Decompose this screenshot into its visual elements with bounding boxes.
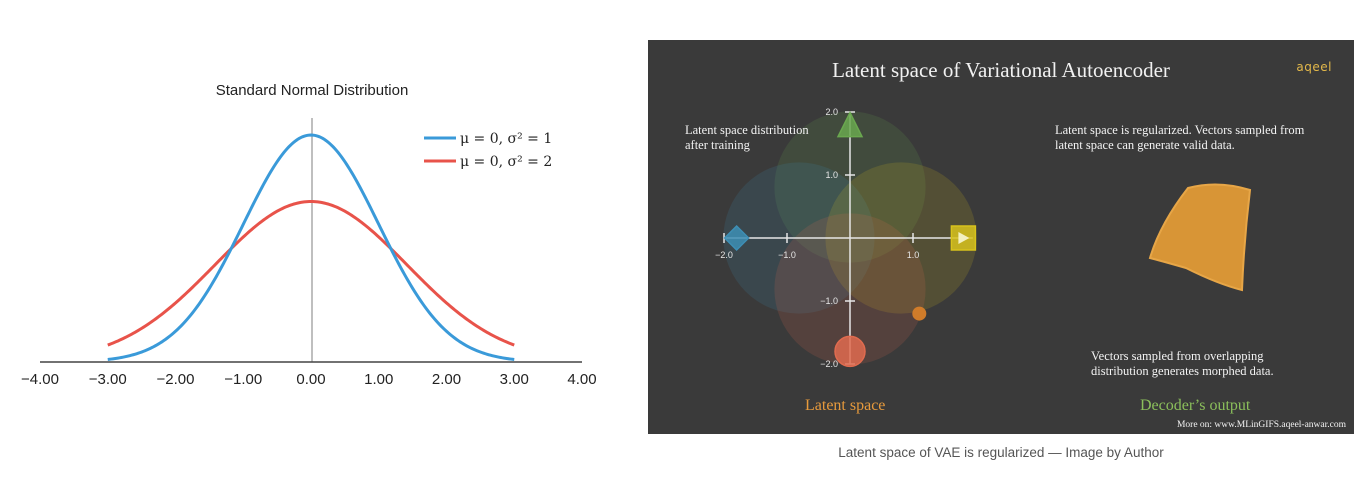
y-tick-label: −2.0 (820, 359, 838, 369)
x-tick-label: −3.00 (89, 371, 127, 388)
series-line-sigma1 (107, 200, 515, 347)
x-tick-label: 0.00 (296, 371, 325, 388)
play-glyph (958, 232, 970, 244)
note-regularized: Latent space is regularized. Vectors sam… (1055, 123, 1304, 153)
figure-caption: Latent space of VAE is regularized — Ima… (838, 445, 1164, 460)
normal-distribution-chart: Standard Normal Distribution −4.00 −3.00−… (21, 82, 597, 388)
marker-diamond (723, 224, 750, 252)
legend-label-sigma1: μ = 0, σ² = 1 (460, 131, 552, 147)
label-latent-space: Latent space (805, 397, 886, 414)
note-line: Vectors sampled from overlapping (1091, 349, 1264, 363)
note-line: latent space can generate valid data. (1055, 138, 1235, 152)
author-logo: aqeel (1296, 60, 1332, 74)
x-tick-label: 4.00 (567, 371, 596, 388)
vae-latent-space-panel: −2.0 −1.0 1.0 2.0 1.0 −1.0 −2.0 Latent space o… (648, 40, 1354, 434)
latent-space-plot: −2.0 −1.0 1.0 2.0 1.0 −1.0 −2.0 (715, 107, 1252, 369)
sampled-point (912, 306, 927, 321)
vae-title: Latent space of Variational Autoencoder (832, 58, 1170, 82)
y-tick-label: 1.0 (825, 170, 838, 180)
x-tick-label: −1.0 (778, 250, 796, 260)
note-line: Latent space distribution (685, 123, 809, 137)
note-line: distribution generates morphed data. (1091, 364, 1274, 378)
x-tick-label: −4.00 (21, 371, 59, 388)
x-tick-label: 2.00 (432, 371, 461, 388)
marker-triangle (836, 110, 864, 138)
latent-markers (723, 110, 977, 368)
note-line: after training (685, 138, 750, 152)
legend: μ = 0, σ² = 1 μ = 0, σ² = 2 (424, 131, 552, 170)
x-tick-label: −2.00 (157, 371, 195, 388)
legend-label-sigma2: μ = 0, σ² = 2 (460, 154, 552, 170)
x-tick-labels: −4.00 −3.00 −2.00 −1.00 0.00 1.00 2.00 3.00 4.00 (21, 371, 597, 388)
note-latent-distribution: Latent space distribution after training (685, 123, 809, 153)
credit-link[interactable]: More on: www.MLinGIFS.aqeel-anwar.com (1176, 420, 1346, 430)
latent-axes: −2.0 −1.0 1.0 2.0 1.0 −1.0 −2.0 (715, 107, 973, 369)
note-overlapping: Vectors sampled from overlapping distrib… (1091, 349, 1274, 379)
x-tick-label: 3.00 (500, 371, 529, 388)
x-tick-label: 1.0 (907, 250, 920, 260)
x-tick-label: −2.0 (715, 250, 733, 260)
chart-title: Standard Normal Distribution (216, 82, 409, 99)
y-tick-label: −1.0 (820, 296, 838, 306)
decoder-output-shape (1148, 183, 1252, 292)
y-tick-label: 2.0 (825, 107, 838, 117)
label-decoder-output: Decoder’s output (1140, 397, 1251, 414)
series-line-sigma0 (107, 133, 515, 361)
note-line: Latent space is regularized. Vectors sam… (1055, 123, 1305, 137)
marker-circle (834, 335, 866, 368)
x-tick-label: −1.00 (224, 371, 262, 388)
x-tick-label: 1.00 (364, 371, 393, 388)
